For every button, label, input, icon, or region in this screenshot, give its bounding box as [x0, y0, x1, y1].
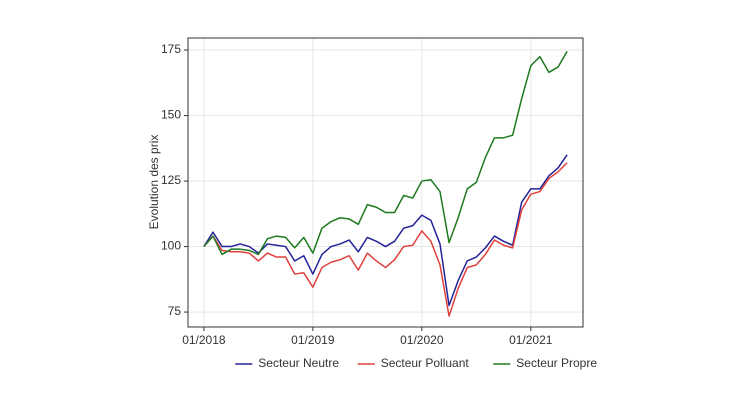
legend-label: Secteur Polluant: [381, 356, 470, 370]
x-tick-label: 01/2018: [182, 333, 226, 347]
y-tick-label: 100: [161, 239, 181, 253]
y-tick-label: 125: [161, 173, 181, 187]
series-line: [203, 162, 568, 317]
y-tick-label: 175: [161, 42, 181, 56]
y-tick-label: 75: [168, 304, 182, 318]
legend-label: Secteur Propre: [516, 356, 597, 370]
y-tick-label: 150: [161, 108, 181, 122]
legend-label: Secteur Neutre: [258, 356, 339, 370]
series-line: [203, 50, 568, 256]
x-tick-label: 01/2021: [509, 333, 553, 347]
series-line: [203, 154, 568, 307]
x-tick-label: 01/2020: [400, 333, 444, 347]
plot-border: [187, 37, 584, 328]
x-tick-label: 01/2019: [291, 333, 335, 347]
y-axis-label: Evolution des prix: [147, 135, 161, 230]
